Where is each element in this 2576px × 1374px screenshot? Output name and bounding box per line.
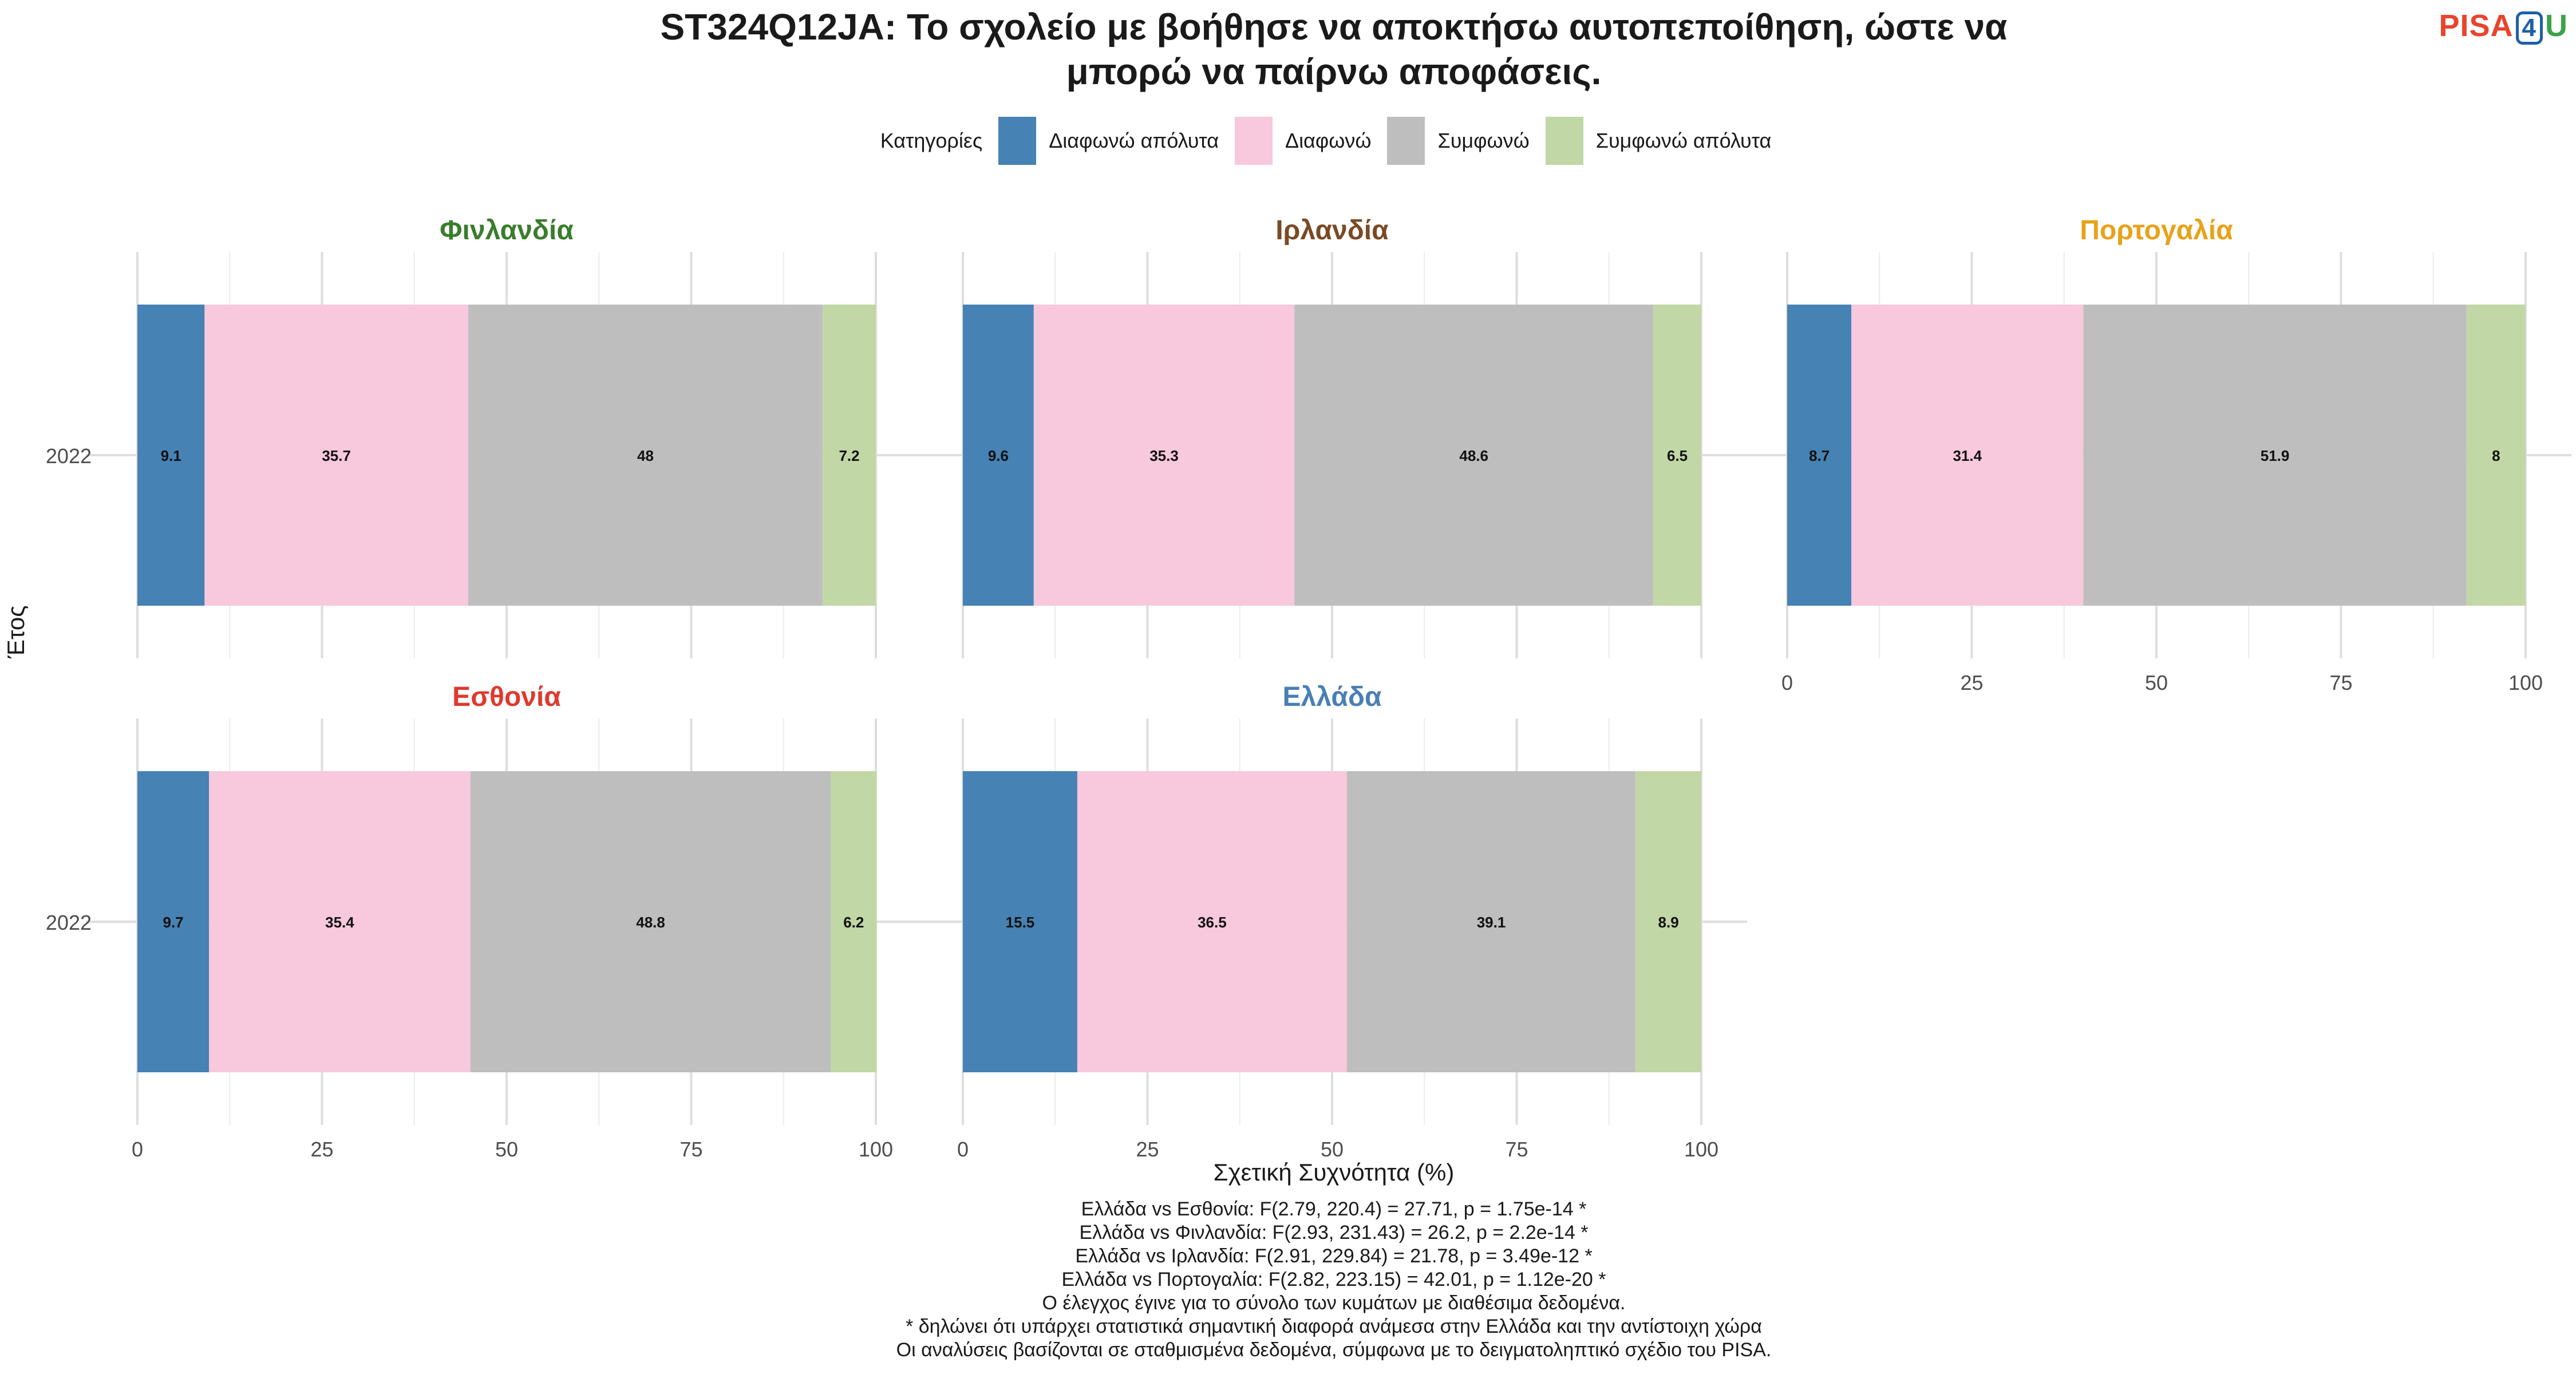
panel-4-x-tick-label-100: 100	[859, 1138, 893, 1161]
panel-5-x-tick-label-50: 50	[1321, 1138, 1344, 1161]
panel-1-bar-strongly-disagree	[137, 305, 205, 606]
panel-3-data-label-strongly-agree: 8	[2492, 447, 2500, 464]
panel-5-data-label-strongly-disagree: 15.5	[1006, 914, 1035, 931]
legend-item-strongly-agree: Συμφωνώ απόλυτα	[1545, 117, 1772, 165]
panel-5-data-label-disagree: 36.5	[1198, 914, 1227, 931]
panel-5-x-tick-label-100: 100	[1684, 1138, 1718, 1161]
panel-4-x-tick-label-75: 75	[679, 1138, 702, 1161]
panel-5-bar-strongly-agree	[1635, 771, 1701, 1072]
panel-4-x-tick-label-0: 0	[132, 1138, 143, 1161]
legend-item-strongly-disagree: Διαφωνώ απόλυτα	[998, 117, 1219, 165]
legend-item-disagree: Διαφωνώ	[1235, 117, 1371, 165]
panel-2-title: Ιρλανδία	[1275, 215, 1389, 246]
panel-3-x-tick-label-0: 0	[1781, 671, 1793, 694]
legend-label-disagree: Διαφωνώ	[1285, 129, 1372, 152]
panel-2-data-label-agree: 48.6	[1459, 447, 1488, 464]
panel-5-x-tick-label-0: 0	[957, 1138, 969, 1161]
panel-4-x-tick-label-25: 25	[310, 1138, 333, 1161]
panel-2-bar-strongly-agree	[1653, 305, 1701, 606]
panel-4-title: Εσθονία	[452, 682, 561, 712]
panel-1-data-label-agree: 48	[637, 447, 654, 464]
logo-text-pisa: PISA	[2439, 9, 2514, 43]
panel-2-bar-agree	[1294, 305, 1654, 606]
legend-label-strongly-disagree: Διαφωνώ απόλυτα	[1049, 129, 1219, 152]
panel-3-x-tick-label-100: 100	[2508, 671, 2543, 694]
panel-4-x-tick-label-50: 50	[495, 1138, 518, 1161]
note-line-1: Ελλάδα vs Εσθονία: F(2.79, 220.4) = 27.7…	[1081, 1198, 1587, 1220]
panel-5-bar-strongly-disagree	[963, 771, 1077, 1072]
chart-title-line-2: μπορώ να παίρνω αποφάσεις.	[1066, 51, 1602, 92]
panel-5-x-tick-label-25: 25	[1136, 1138, 1159, 1161]
panel-1-data-label-strongly-disagree: 9.1	[161, 447, 181, 464]
panel-5-data-label-strongly-agree: 8.9	[1658, 914, 1679, 931]
panel-5-bar-disagree	[1077, 771, 1347, 1072]
panel-1-y-tick-label: 2022	[46, 444, 92, 468]
legend-swatch-agree	[1387, 117, 1425, 165]
panel-4-data-label-agree: 48.8	[636, 914, 665, 931]
panel-3-data-label-disagree: 31.4	[1953, 447, 1982, 464]
note-line-6: * δηλώνει ότι υπάρχει στατιστικά σημαντι…	[906, 1316, 1762, 1337]
note-line-3: Ελλάδα vs Ιρλανδία: F(2.91, 229.84) = 21…	[1075, 1245, 1593, 1267]
panel-1-bar-agree	[468, 305, 823, 606]
panel-2-data-label-strongly-disagree: 9.6	[988, 447, 1009, 464]
panel-3-bar-agree	[2083, 305, 2467, 606]
chart-title-line-1: ST324Q12JA: Το σχολείο με βοήθησε να απο…	[660, 6, 2008, 48]
panel-4-data-label-strongly-agree: 6.2	[843, 914, 864, 931]
panel-4-data-label-strongly-disagree: 9.7	[163, 914, 183, 931]
panel-4-bar-agree	[470, 771, 831, 1072]
panel-2-bar-strongly-disagree	[963, 305, 1034, 606]
panel-4-data-label-disagree: 35.4	[325, 914, 354, 931]
panel-3-bar-disagree	[1851, 305, 2084, 606]
panel-2-data-label-strongly-agree: 6.5	[1667, 447, 1688, 464]
panel-4-bar-disagree	[209, 771, 471, 1072]
logo-text-u: U	[2545, 9, 2568, 43]
panel-4-bar-strongly-agree	[831, 771, 877, 1072]
panel-3-bar-strongly-disagree	[1787, 305, 1852, 606]
panel-4-y-tick-label: 2022	[46, 911, 92, 934]
legend-label-strongly-agree: Συμφωνώ απόλυτα	[1595, 129, 1772, 152]
panel-2-bar-disagree	[1033, 305, 1295, 606]
panel-1-bar-strongly-agree	[823, 305, 876, 606]
panel-2-data-label-disagree: 35.3	[1149, 447, 1179, 464]
panel-5-bar-agree	[1346, 771, 1636, 1072]
note-line-5: Ο έλεγχος έγινε για το σύνολο των κυμάτω…	[1042, 1292, 1626, 1314]
legend-item-agree: Συμφωνώ	[1387, 117, 1530, 165]
note-line-2: Ελλάδα vs Φινλανδία: F(2.93, 231.43) = 2…	[1079, 1222, 1589, 1243]
panel-3-data-label-strongly-disagree: 8.7	[1809, 447, 1830, 464]
panel-3-x-tick-label-75: 75	[2329, 671, 2352, 694]
legend-swatch-strongly-agree	[1545, 117, 1583, 165]
panel-1-bar-disagree	[204, 305, 468, 606]
y-axis-title: Έτος	[2, 605, 29, 658]
panel-3-data-label-agree: 51.9	[2261, 447, 2290, 464]
legend-title: Κατηγορίες	[880, 129, 983, 152]
legend-swatch-strongly-disagree	[998, 117, 1037, 165]
panel-3-title: Πορτογαλία	[2080, 215, 2233, 246]
panel-5-x-tick-label-75: 75	[1505, 1138, 1528, 1161]
legend-label-agree: Συμφωνώ	[1437, 129, 1530, 152]
note-line-4: Ελλάδα vs Πορτογαλία: F(2.82, 223.15) = …	[1061, 1269, 1606, 1290]
panel-3-x-tick-label-50: 50	[2145, 671, 2168, 694]
legend-swatch-disagree	[1235, 117, 1273, 165]
panel-1-title: Φινλανδία	[440, 215, 574, 246]
panel-1-data-label-strongly-agree: 7.2	[839, 447, 859, 464]
panel-3-bar-strongly-agree	[2466, 305, 2526, 606]
legend: Κατηγορίες Διαφωνώ απόλυτα Διαφωνώ Συμφω…	[0, 117, 2576, 165]
panel-1-data-label-disagree: 35.7	[322, 447, 351, 464]
chart-title: ST324Q12JA: Το σχολείο με βοήθησε να απο…	[0, 5, 2576, 94]
panel-3-x-tick-label-25: 25	[1960, 671, 1983, 694]
note-line-7: Οι αναλύσεις βασίζονται σε σταθμισμένα δ…	[896, 1339, 1772, 1361]
panel-4-bar-strongly-disagree	[137, 771, 210, 1072]
panel-5-title: Ελλάδα	[1283, 682, 1382, 712]
pisa4u-logo: PISA 4 U	[2439, 8, 2568, 45]
x-axis-title: Σχετική Συχνότητα (%)	[1213, 1159, 1455, 1186]
statistical-notes: Ελλάδα vs Εσθονία: F(2.79, 220.4) = 27.7…	[0, 1198, 2576, 1362]
logo-text-4: 4	[2515, 11, 2543, 45]
panel-5-data-label-agree: 39.1	[1477, 914, 1506, 931]
